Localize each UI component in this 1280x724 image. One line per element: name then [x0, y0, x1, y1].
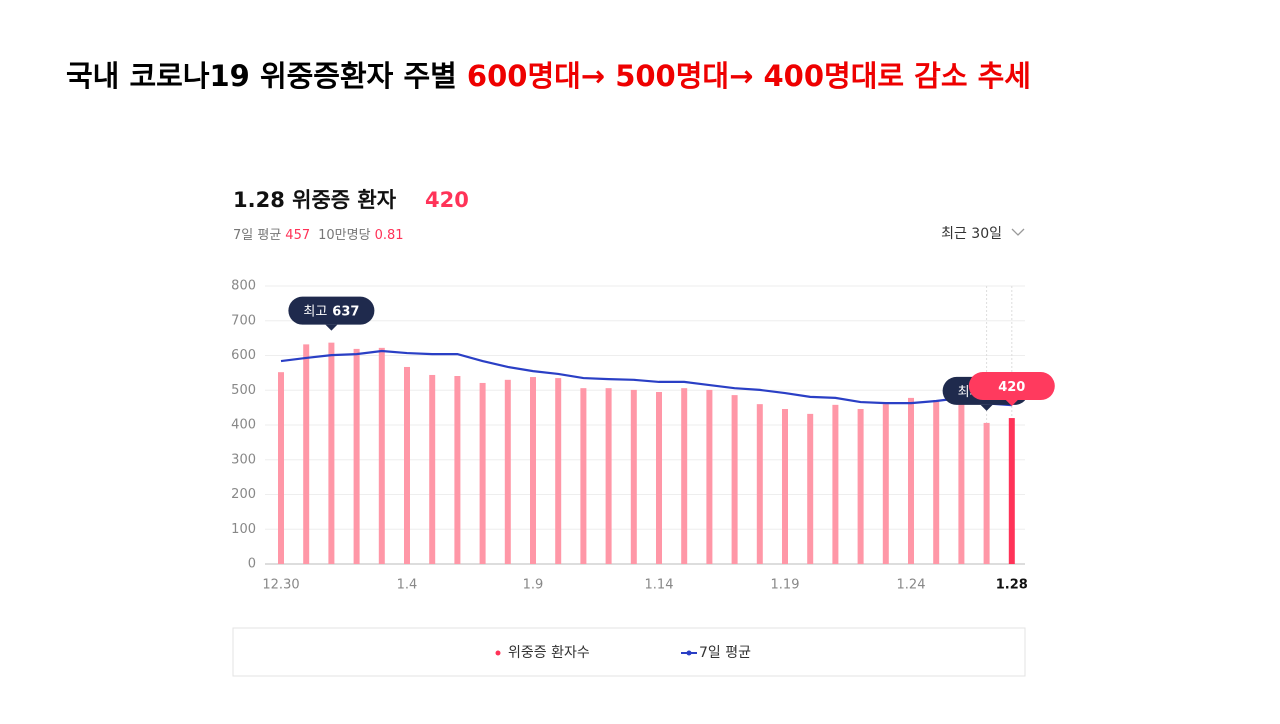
tooltip-label: 최고 [303, 304, 327, 319]
bar [832, 404, 839, 564]
tooltip-value: 420 [998, 380, 1025, 395]
stat-label: 7일 평균 [233, 228, 281, 243]
bar [530, 377, 536, 564]
headline-value: 420 [425, 188, 469, 212]
bar [555, 378, 562, 564]
tooltip-text: 420 [998, 380, 1025, 395]
y-tick-label: 700 [231, 313, 256, 328]
stats: 7일 평균 457 10만명당 0.81 [233, 228, 404, 243]
x-tick-label: 1.14 [645, 578, 674, 593]
bar [807, 413, 814, 564]
bar [353, 348, 360, 564]
legend-label: 7일 평균 [699, 645, 751, 661]
bar [605, 388, 612, 564]
bar [857, 409, 864, 564]
y-tick-label: 800 [231, 279, 256, 294]
y-tick-label: 500 [231, 383, 256, 398]
bar [429, 374, 436, 564]
tooltip-pointer [1005, 400, 1018, 407]
bar [933, 399, 940, 564]
bar [630, 389, 637, 564]
x-tick-label: 1.19 [771, 578, 800, 593]
x-tick-label: 1.28 [996, 578, 1028, 593]
x-tick-label: 12.30 [262, 578, 299, 593]
x-tick-label: 1.24 [897, 578, 926, 593]
period-select[interactable]: 최근 30일 [941, 226, 1002, 242]
tooltip-text: 최고 637 [303, 304, 359, 319]
dropdown-icon[interactable] [1011, 228, 1025, 236]
slide-title: 국내 코로나19 위중증환자 주별 600명대→ 500명대→ 400명대로 감… [66, 59, 1031, 93]
bar [328, 342, 335, 564]
legend-box [232, 627, 1026, 677]
bar [983, 422, 990, 564]
y-tick-label: 600 [231, 348, 256, 363]
tooltip: 420 [968, 372, 1055, 407]
bar [404, 366, 410, 564]
avg-line [280, 349, 1012, 407]
stat-value: 0.81 [375, 228, 404, 243]
y-tick-label: 200 [231, 487, 256, 502]
y-tick-label: 300 [231, 452, 256, 467]
legend-marker [495, 650, 501, 656]
bar [504, 379, 511, 564]
bar [454, 376, 461, 564]
stat-label: 10만명당 [318, 228, 370, 243]
bar [378, 347, 385, 564]
bar [681, 388, 688, 564]
stat-value: 457 [285, 228, 310, 243]
bar [706, 389, 713, 564]
bar [278, 372, 284, 564]
legend-marker [686, 650, 692, 656]
bar [908, 397, 914, 564]
bar [756, 404, 763, 564]
y-tick-label: 400 [231, 418, 256, 433]
bar [731, 395, 738, 564]
y-tick-label: 100 [231, 522, 256, 537]
bar [656, 391, 662, 564]
tooltip-pointer [980, 404, 993, 411]
y-tick-label: 0 [248, 557, 256, 572]
title-black: 국내 코로나19 위중증환자 주별 [66, 59, 467, 93]
bar [882, 404, 889, 564]
bar [580, 388, 587, 564]
tooltip: 최고 637 [288, 296, 375, 331]
bar [303, 344, 310, 564]
bar [782, 409, 788, 564]
tooltip-pointer [325, 324, 338, 331]
bar [1008, 418, 1015, 564]
bar [958, 402, 965, 564]
tooltip-box [968, 372, 1055, 401]
x-tick-label: 1.4 [397, 578, 418, 593]
x-tick-label: 1.9 [523, 578, 544, 593]
tooltip-box [288, 296, 375, 325]
tooltip-value: 637 [332, 304, 359, 319]
bar [479, 382, 486, 564]
chart-title: 1.28 위중증 환자 [233, 188, 397, 212]
legend-label: 위중증 환자수 [508, 645, 590, 661]
title-red: 600명대→ 500명대→ 400명대로 감소 추세 [467, 59, 1031, 93]
